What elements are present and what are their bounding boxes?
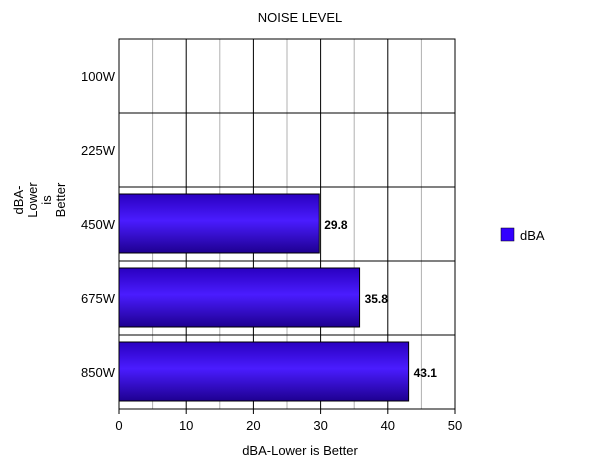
category-label: 225W [81,143,116,158]
bars [118,193,410,402]
y-axis-label: dBA-LowerisBetter [11,182,68,218]
x-tick-label: 50 [448,418,462,433]
x-tick-label: 30 [313,418,327,433]
x-tick-labels: 0 10 20 30 40 50 [115,409,462,433]
x-tick-label: 0 [115,418,122,433]
data-label: 29.8 [324,218,348,232]
y-axis-label-line: dBA- [11,186,26,215]
bar [118,267,361,328]
x-tick-label: 40 [381,418,395,433]
legend-swatch [500,227,515,242]
category-label: 675W [81,291,116,306]
bar [118,193,320,254]
legend-label: dBA [520,228,545,243]
y-axis-label-line: is [39,195,54,205]
data-labels: 29.8 35.8 43.1 [324,218,437,380]
category-label: 450W [81,217,116,232]
y-axis-label-line: Better [53,182,68,217]
y-axis-label-text: dBA-LowerisBetter [11,182,68,218]
legend: dBA [500,227,545,243]
x-axis-label: dBA-Lower is Better [242,443,358,458]
data-label: 43.1 [414,366,438,380]
category-labels: 100W 225W 450W 675W 850W [81,69,116,380]
category-label: 100W [81,69,116,84]
x-tick-label: 10 [179,418,193,433]
category-label: 850W [81,365,116,380]
bar [118,341,410,402]
data-label: 35.8 [365,292,389,306]
chart-title: NOISE LEVEL [258,10,343,25]
y-axis-label-line: Lower [25,182,40,218]
x-tick-label: 20 [246,418,260,433]
